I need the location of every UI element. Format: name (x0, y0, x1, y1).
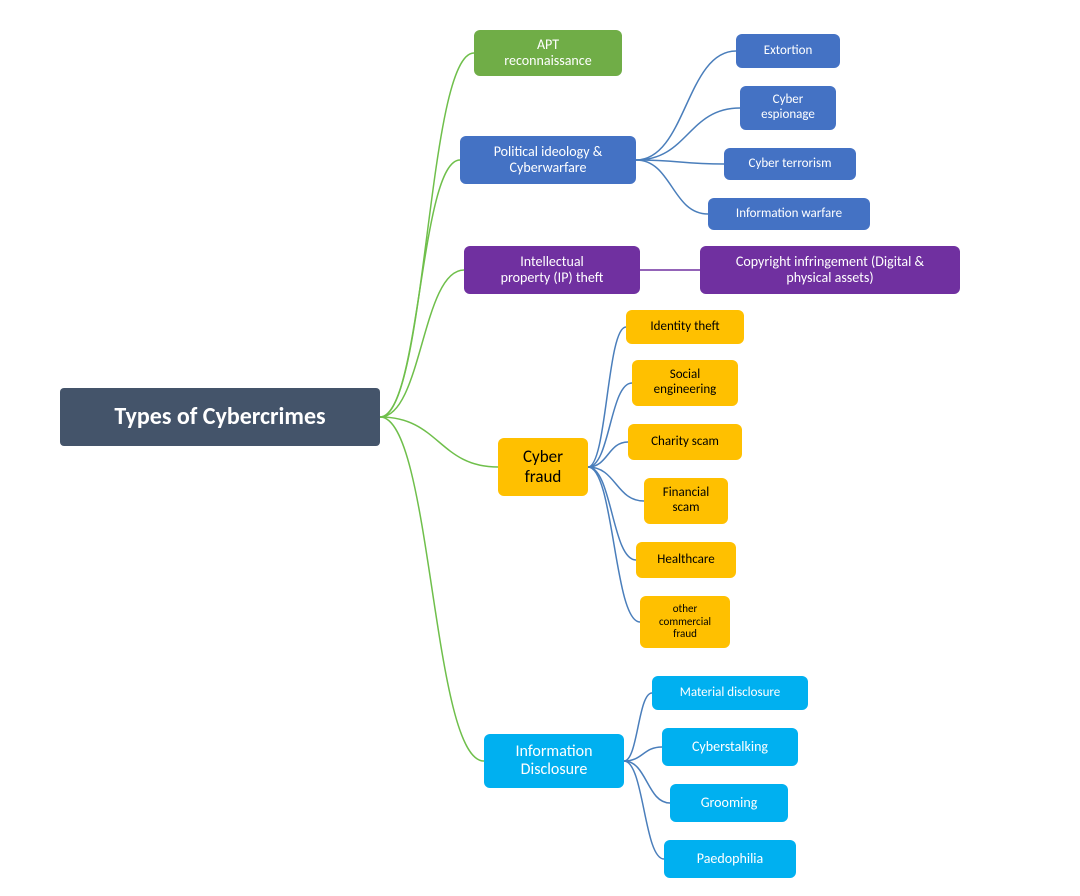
node-label: Grooming (701, 795, 758, 811)
node-infw: Information warfare (708, 198, 870, 230)
node-label: Types of Cybercrimes (114, 403, 325, 431)
node-mat: Material disclosure (652, 676, 808, 710)
edge (624, 761, 670, 803)
edge (588, 442, 628, 467)
edge (380, 160, 460, 417)
edge (588, 467, 644, 501)
node-label: Financial scam (663, 486, 710, 516)
diagram-canvas: Types of Cybercrimes APT reconnaissance Po… (0, 0, 1080, 896)
edge (624, 747, 662, 761)
node-label: APT reconnaissance (504, 37, 591, 69)
edge (380, 270, 464, 417)
node-label: Information warfare (736, 207, 842, 222)
node-fin: Financial scam (644, 478, 728, 524)
edge (588, 467, 636, 560)
edge (636, 160, 708, 214)
node-paed: Paedophilia (664, 840, 796, 878)
node-label: other commercial fraud (659, 603, 711, 641)
edge (380, 417, 484, 761)
node-pol: Political ideology & Cyberwarfare (460, 136, 636, 184)
node-apt: APT reconnaissance (474, 30, 622, 76)
node-label: Identity theft (650, 320, 719, 335)
node-root: Types of Cybercrimes (60, 388, 380, 446)
edge (588, 467, 640, 622)
edge (636, 160, 724, 164)
node-label: Cyberstalking (692, 739, 768, 755)
node-ext: Extortion (736, 34, 840, 68)
node-label: Material disclosure (680, 686, 781, 701)
edge (636, 51, 736, 160)
node-label: Extortion (764, 44, 813, 59)
node-char: Charity scam (628, 424, 742, 460)
node-label: Information Disclosure (516, 743, 593, 780)
node-health: Healthcare (636, 542, 736, 578)
edge (624, 761, 664, 859)
edge (624, 693, 652, 761)
node-label: Paedophilia (697, 851, 763, 867)
node-label: Intellectual property (IP) theft (501, 254, 604, 286)
edge (588, 327, 626, 467)
node-label: Copyright infringement (Digital & physic… (736, 254, 924, 286)
node-label: Cyber espionage (761, 93, 815, 123)
node-esp: Cyber espionage (740, 86, 836, 130)
node-label: Cyber terrorism (749, 157, 832, 172)
node-fraud: Cyber fraud (498, 438, 588, 496)
node-idt: Identity theft (626, 310, 744, 344)
node-label: Social engineering (654, 368, 717, 398)
node-copy: Copyright infringement (Digital & physic… (700, 246, 960, 294)
node-label: Charity scam (651, 435, 719, 450)
node-soc: Social engineering (632, 360, 738, 406)
node-info: Information Disclosure (484, 734, 624, 788)
node-ip: Intellectual property (IP) theft (464, 246, 640, 294)
edge (588, 383, 632, 467)
edge (380, 53, 474, 417)
node-stalk: Cyberstalking (662, 728, 798, 766)
node-label: Healthcare (657, 553, 714, 568)
node-label: Cyber fraud (523, 447, 563, 486)
node-groom: Grooming (670, 784, 788, 822)
edge (380, 417, 498, 467)
node-terr: Cyber terrorism (724, 148, 856, 180)
node-label: Political ideology & Cyberwarfare (494, 144, 603, 176)
node-other: other commercial fraud (640, 596, 730, 648)
